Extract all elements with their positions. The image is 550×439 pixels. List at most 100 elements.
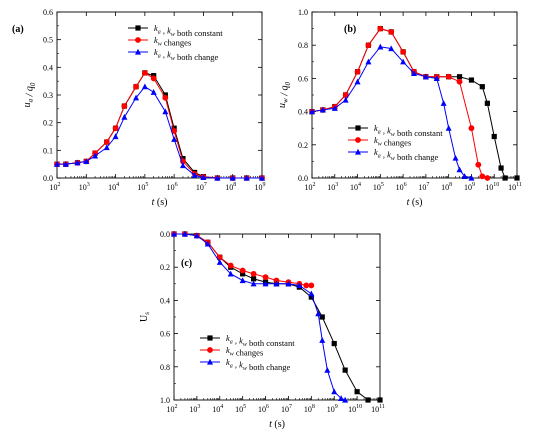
data-point (121, 103, 128, 109)
data-point (141, 69, 148, 76)
series-2 (171, 231, 315, 289)
data-point (262, 280, 269, 287)
data-point (324, 366, 331, 373)
data-point (171, 128, 178, 134)
y-tick-label: 0.2 (43, 119, 53, 128)
data-point (191, 172, 198, 178)
y-tick-label: 0.8 (160, 363, 170, 372)
data-point (303, 282, 310, 289)
data-point (141, 83, 148, 90)
panel-a: 102 103 104 105 106 107 108 109 0.0 0.1 0.2 0.3 0.4 0… (12, 8, 266, 208)
x-tick-label: 108 (225, 182, 236, 192)
data-point (456, 166, 463, 173)
series-3 (171, 230, 349, 403)
x-axis-label: t (s) (407, 197, 423, 208)
data-point (468, 125, 475, 132)
data-point (250, 276, 257, 282)
panel-b: 102 103 104 105 106 107 108 109 1010 1011 0.0 0.2 0.… (277, 8, 522, 208)
series-2 (309, 25, 491, 181)
x-tick-label: 107 (281, 404, 292, 414)
data-point (273, 280, 280, 287)
data-point (377, 397, 383, 403)
x-tick-label: 108 (441, 182, 452, 192)
x-tick-label: 103 (327, 182, 338, 192)
x-axis-label: t (s) (152, 197, 168, 208)
legend-entry: ka , kw both constant (154, 23, 223, 38)
data-point (456, 78, 463, 85)
data-point (308, 282, 315, 289)
x-tick-label: 105 (373, 182, 384, 192)
data-point (308, 294, 314, 300)
series-2 (54, 69, 265, 181)
data-point (422, 73, 429, 80)
x-tick-label: 1010 (485, 182, 499, 192)
data-point (491, 133, 497, 140)
data-point (214, 174, 221, 181)
x-tick-label: 104 (350, 182, 361, 192)
legend-marker (207, 347, 213, 353)
y-axis-label: ua / q0 (22, 82, 37, 107)
data-point (319, 106, 326, 113)
data-point (150, 89, 157, 95)
x-tick-label: 106 (167, 182, 178, 192)
data-point (239, 277, 246, 284)
plot-frame (56, 11, 263, 179)
data-point (227, 262, 234, 269)
legend-entry: ka , kw both change (154, 47, 219, 62)
series-3 (54, 83, 265, 181)
x-tick-label: 104 (212, 404, 223, 414)
y-tick-label: 0.4 (298, 108, 308, 117)
series-1 (171, 231, 383, 403)
data-point (514, 175, 520, 181)
data-point (133, 94, 140, 101)
data-point (250, 280, 257, 287)
x-tick-label: 107 (418, 182, 429, 192)
data-point (456, 74, 463, 80)
data-point (121, 113, 128, 120)
legend-entry: ka , kw both constant (226, 333, 295, 348)
data-point (388, 29, 395, 35)
data-point (315, 310, 322, 317)
data-point (498, 165, 504, 171)
data-point (461, 173, 468, 179)
data-point (259, 174, 265, 181)
data-point (319, 314, 325, 320)
data-point (377, 43, 384, 50)
panel-label: (b) (344, 24, 356, 35)
data-point (262, 274, 269, 281)
data-point (112, 125, 119, 132)
x-tick-label: 109 (464, 182, 475, 192)
data-point (103, 144, 110, 151)
y-tick-label: 0.2 (160, 263, 170, 272)
data-point (338, 395, 345, 401)
data-point (74, 159, 81, 166)
y-tick-label: 0.5 (43, 36, 53, 45)
legend-entry: kw changes (374, 135, 411, 148)
y-tick-label: 1.0 (160, 396, 170, 405)
data-point (239, 267, 246, 274)
data-point (452, 154, 459, 161)
data-point (308, 290, 315, 297)
x-tick-label: 107 (196, 182, 207, 192)
data-point (62, 160, 69, 167)
x-tick-label: 102 (167, 404, 178, 414)
data-point (365, 58, 372, 65)
data-point (479, 84, 485, 90)
data-point (468, 174, 475, 181)
x-tick-label: 105 (235, 404, 246, 414)
y-tick-label: 0.4 (43, 63, 53, 72)
data-point (54, 160, 60, 167)
x-tick-label: 104 (108, 182, 119, 192)
y-tick-label: 0.6 (43, 8, 53, 17)
y-tick-label: 0.6 (298, 74, 308, 83)
y-tick-label: 0.0 (43, 174, 53, 183)
data-point (354, 78, 361, 85)
legend-entry: ka , kw both change (226, 357, 291, 372)
data-point (171, 136, 178, 142)
data-point (216, 259, 223, 265)
y-tick-label: 1.0 (298, 8, 308, 17)
x-tick-label: 109 (327, 404, 338, 414)
